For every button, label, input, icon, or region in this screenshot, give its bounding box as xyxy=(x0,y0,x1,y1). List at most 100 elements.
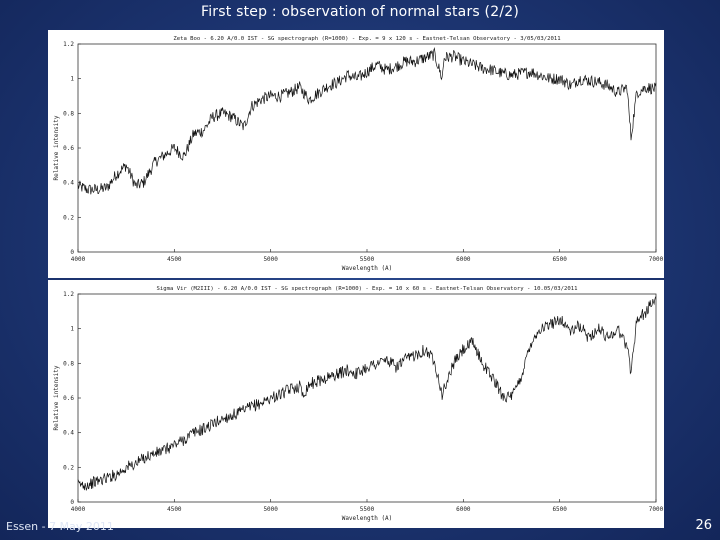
spectrum-point xyxy=(366,366,367,367)
spectrum-point xyxy=(617,328,618,329)
spectrum-point xyxy=(232,116,233,117)
spectrum-point xyxy=(366,71,367,72)
spectrum-point xyxy=(106,187,107,188)
y-tick-label: 0.2 xyxy=(63,214,74,221)
spectrum-point xyxy=(521,377,522,378)
spectrum-point xyxy=(530,71,531,72)
spectrum-point xyxy=(453,56,454,57)
spectrum-point xyxy=(434,54,435,55)
spectrum-point xyxy=(571,85,572,86)
spectrum-point xyxy=(598,82,599,83)
spectrum-point xyxy=(386,69,387,70)
spectrum-point xyxy=(87,189,88,190)
spectrum-point xyxy=(154,161,155,162)
y-tick-label: 1 xyxy=(70,326,74,333)
spectrum-point xyxy=(318,380,319,381)
spectrum-point xyxy=(270,95,271,96)
spectrum-point xyxy=(347,370,348,371)
y-tick-label: 0 xyxy=(70,499,74,506)
x-tick-label: 6000 xyxy=(456,256,471,263)
spectrum-point xyxy=(87,484,88,485)
spectrum-point xyxy=(106,477,107,478)
plot-frame xyxy=(77,293,657,503)
spectrum-point xyxy=(511,397,512,398)
spectrum-point xyxy=(260,99,261,100)
x-tick-label: 4500 xyxy=(167,256,182,263)
spectrum-point xyxy=(232,415,233,416)
spectrum-point xyxy=(472,342,473,343)
spectrum-point xyxy=(636,92,637,93)
spectrum-point xyxy=(116,173,117,174)
spectrum-panel-top: Zeta Boo - 6.20 A/0.0 IST - SG spectrogr… xyxy=(48,30,664,278)
spectrum-chart-top: Zeta Boo - 6.20 A/0.0 IST - SG spectrogr… xyxy=(53,36,664,272)
x-tick-label: 5500 xyxy=(360,256,375,263)
y-tick-label: 1.2 xyxy=(63,291,74,298)
spectrum-point xyxy=(203,130,204,131)
spectrum-point xyxy=(453,363,454,364)
spectrum-point xyxy=(501,73,502,74)
spectrum-point xyxy=(482,68,483,69)
spectrum-point xyxy=(289,389,290,390)
spectrum-point xyxy=(463,349,464,350)
x-tick-label: 5000 xyxy=(263,256,278,263)
spectrum-point xyxy=(442,394,443,395)
spectrum-point xyxy=(241,411,242,412)
spectrum-point xyxy=(376,363,377,364)
spectrum-point xyxy=(386,359,387,360)
x-tick-label: 6500 xyxy=(552,256,567,263)
x-tick-label: 7000 xyxy=(649,506,664,513)
spectrum-point xyxy=(530,342,531,343)
y-tick-label: 0 xyxy=(70,249,74,256)
spectrum-point xyxy=(588,337,589,338)
spectrum-point xyxy=(203,429,204,430)
spectrum-point xyxy=(598,328,599,329)
y-tick-label: 1 xyxy=(70,76,74,83)
spectrum-point xyxy=(338,82,339,83)
x-tick-label: 4000 xyxy=(71,256,86,263)
x-tick-label: 4500 xyxy=(167,506,182,513)
spectrum-point xyxy=(193,134,194,135)
spectrum-point xyxy=(280,95,281,96)
chart-title: Sigma Vir (M2III) - 6.20 A/0.0 IST - SG … xyxy=(157,286,578,292)
spectrum-point xyxy=(443,57,444,58)
spectrum-point xyxy=(183,439,184,440)
spectrum-point xyxy=(193,432,194,433)
spectrum-point xyxy=(212,116,213,117)
spectrum-point xyxy=(472,64,473,65)
y-tick-label: 0.8 xyxy=(63,110,74,117)
y-axis-label: Relative intensity xyxy=(53,115,60,180)
spectrum-point xyxy=(405,359,406,360)
spectrum-point xyxy=(299,87,300,88)
y-tick-label: 0.8 xyxy=(63,360,74,367)
spectrum-point xyxy=(395,66,396,67)
spectrum-point xyxy=(143,182,144,183)
x-tick-label: 6500 xyxy=(552,506,567,513)
y-tick-label: 0.4 xyxy=(63,180,74,187)
x-axis-label: Wavelength (A) xyxy=(342,515,393,522)
spectrum-point xyxy=(183,156,184,157)
spectrum-line xyxy=(77,296,657,491)
spectrum-point xyxy=(164,154,165,155)
spectrum-point xyxy=(116,474,117,475)
y-tick-label: 0.6 xyxy=(63,395,74,402)
spectrum-point xyxy=(357,373,358,374)
spectrum-point xyxy=(376,64,377,65)
spectrum-point xyxy=(434,359,435,360)
spectrum-point xyxy=(655,88,656,89)
spectrum-point xyxy=(540,75,541,76)
y-tick-label: 0.6 xyxy=(63,145,74,152)
spectrum-point xyxy=(164,449,165,450)
spectrum-point xyxy=(154,453,155,454)
spectrum-point xyxy=(243,127,244,128)
spectrum-point xyxy=(309,99,310,100)
spectrum-point xyxy=(607,337,608,338)
y-tick-label: 0.2 xyxy=(63,464,74,471)
spectrum-point xyxy=(251,406,252,407)
spectrum-point xyxy=(222,418,223,419)
spectrum-point xyxy=(357,78,358,79)
y-tick-label: 1.2 xyxy=(63,41,74,48)
spectrum-chart-bottom: Sigma Vir (M2III) - 6.20 A/0.0 IST - SG … xyxy=(53,286,664,522)
x-tick-label: 4000 xyxy=(71,506,86,513)
spectrum-point xyxy=(135,463,136,464)
spectrum-point xyxy=(97,189,98,190)
